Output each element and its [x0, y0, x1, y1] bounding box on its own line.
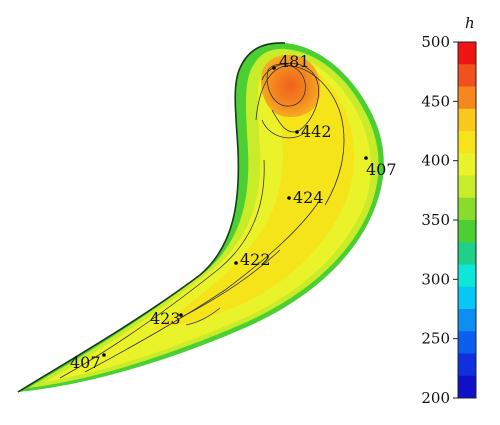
colorbar: h 500 450 400 350 300 250 200: [421, 14, 477, 407]
colorbar-bin: [458, 375, 476, 399]
colorbar-title: h: [465, 14, 475, 32]
colorbar-tick-label: 200: [421, 389, 450, 407]
colorbar-bin: [458, 64, 476, 87]
colorbar-bin: [458, 42, 476, 65]
contour-lines: [59, 63, 345, 379]
colorbar-bin: [458, 309, 476, 332]
point-481-dot: [272, 66, 276, 70]
point-424-dot: [287, 196, 291, 200]
colorbar-tick-label: 350: [421, 211, 450, 229]
colorbar-tick-label: 250: [421, 330, 450, 348]
colorbar-bin: [458, 197, 476, 221]
point-423-dot: [179, 313, 183, 317]
colorbar-tick-label: 500: [421, 33, 450, 51]
point-407b-dot: [102, 353, 106, 357]
colorbar-bin: [458, 331, 476, 354]
point-422-label: 422: [240, 250, 271, 269]
point-481-label: 481: [279, 52, 310, 71]
point-424-label: 424: [293, 188, 324, 207]
colorbar-bin: [458, 108, 476, 132]
point-407a-dot: [364, 156, 368, 160]
point-442-dot: [295, 130, 299, 134]
colorbar-bin: [458, 286, 476, 310]
colorbar-tick-label: 450: [421, 92, 450, 110]
colorbar-bin: [458, 131, 476, 154]
point-442-label: 442: [301, 122, 332, 141]
colorbar-bin: [458, 353, 476, 377]
colorbar-tick-label: 300: [421, 270, 450, 288]
point-422-dot: [234, 261, 238, 265]
blade-yellow-band: [150, 66, 355, 331]
point-407b-label: 407: [70, 353, 101, 372]
colorbar-ticks: 500 450 400 350 300 250 200: [421, 33, 458, 407]
colorbar-bin: [458, 242, 476, 265]
point-407a-label: 407: [366, 160, 397, 179]
point-markers: 481 442 407 424 422 423 407: [70, 52, 397, 372]
colorbar-tick-label: 400: [421, 152, 450, 170]
point-423-label: 423: [150, 309, 181, 328]
blade-shape: [17, 42, 384, 393]
colorbar-bin: [458, 153, 476, 176]
blade-outline: [17, 42, 286, 393]
colorbar-bin: [458, 86, 476, 110]
colorbar-bin: [458, 220, 476, 243]
colorbar-bin: [458, 175, 476, 199]
colorbar-bins: [458, 42, 476, 399]
colorbar-bin: [458, 264, 476, 288]
